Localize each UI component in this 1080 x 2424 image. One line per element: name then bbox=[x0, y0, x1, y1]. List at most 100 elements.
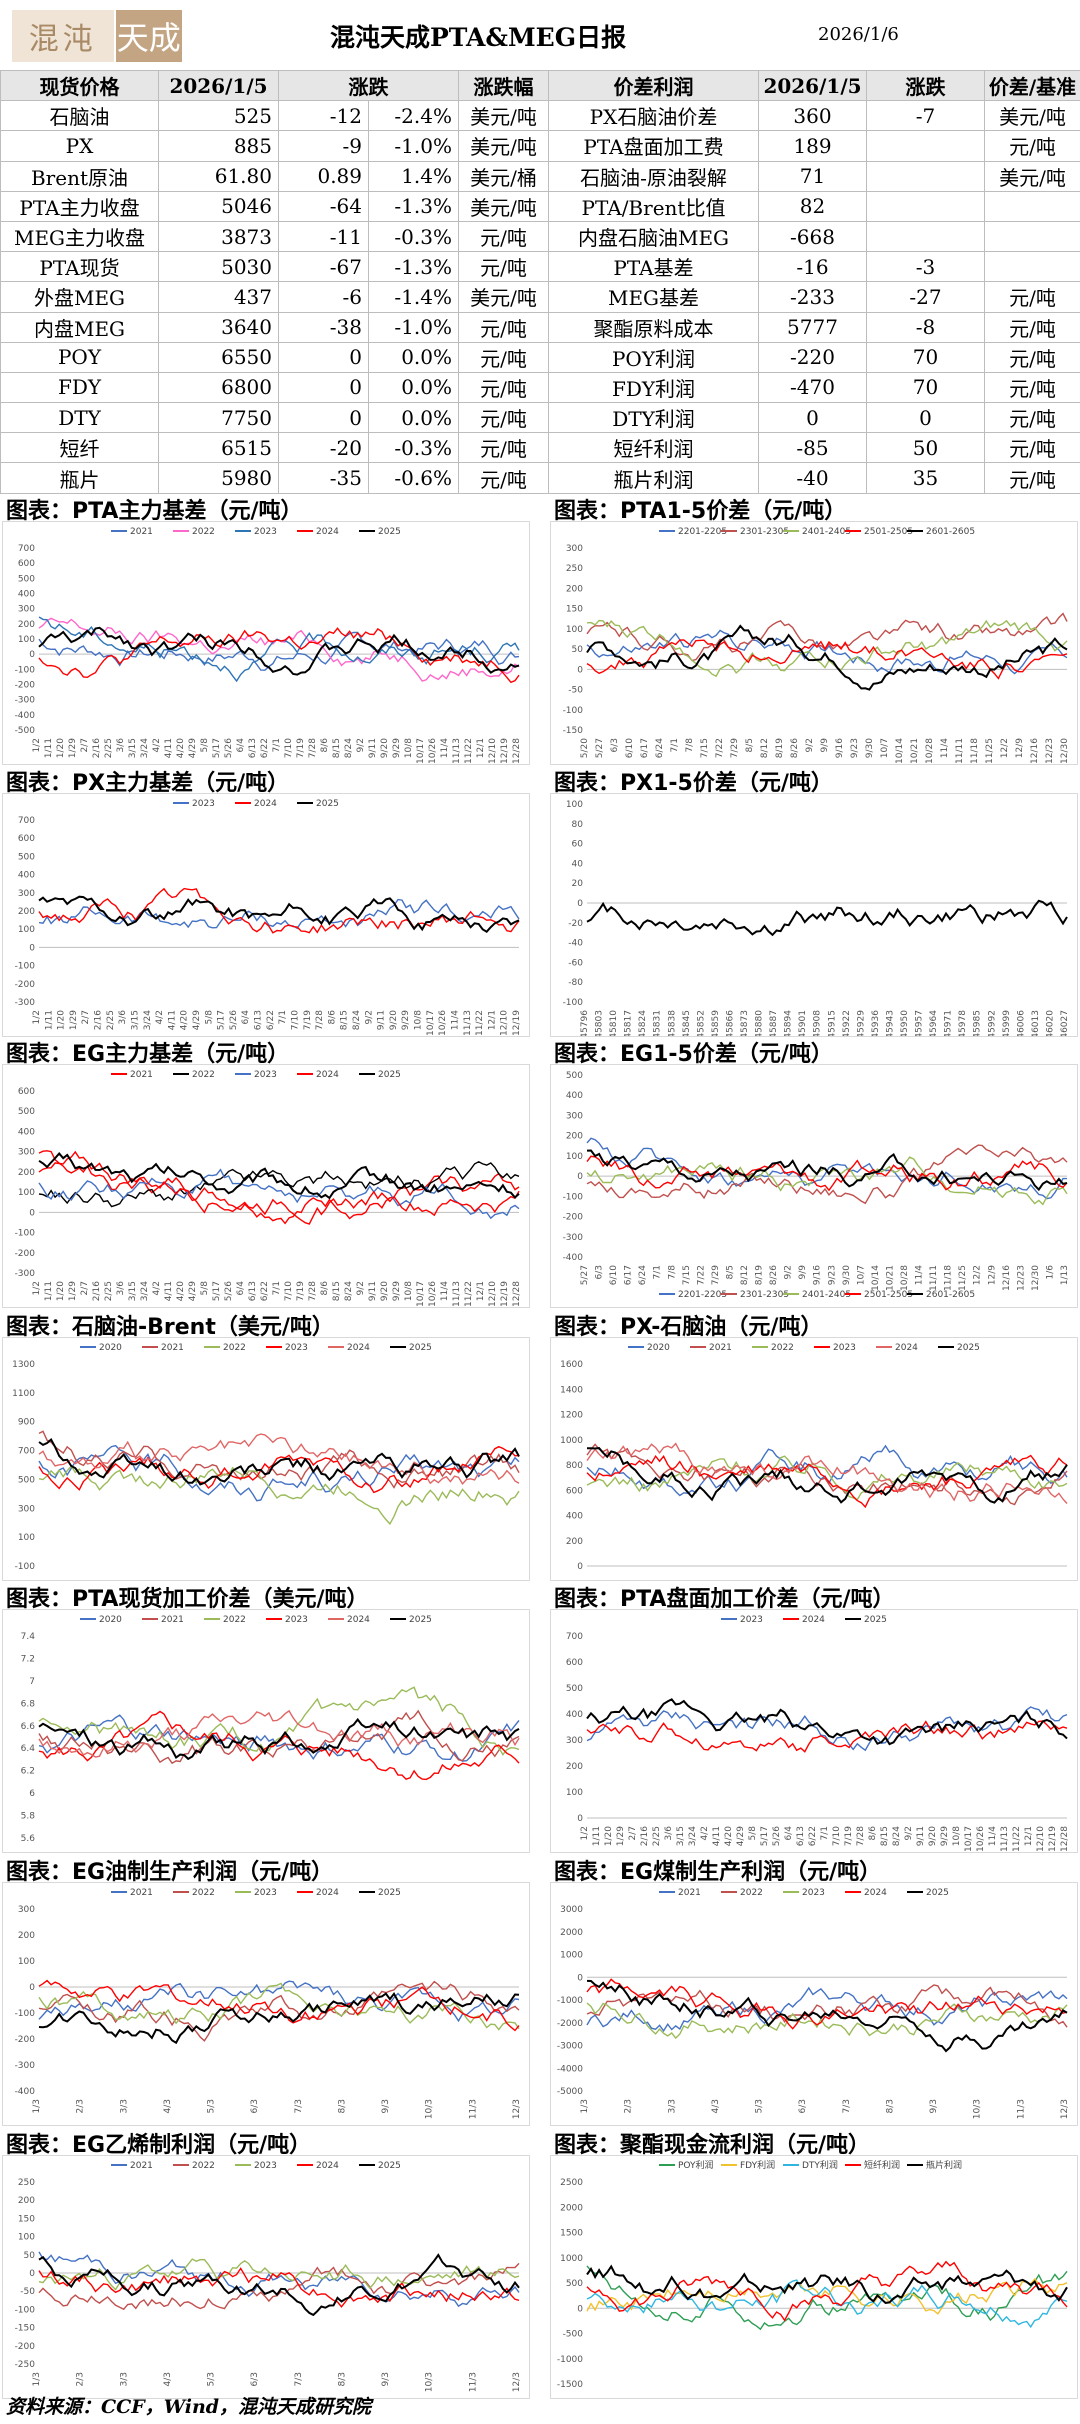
report-header: 混沌 天成 混沌天成PTA&MEG日报 2026/1/6 bbox=[0, 0, 1080, 70]
table-cell: 元/吨 bbox=[984, 281, 1080, 313]
chart-title: 图表：PTA主力基差（元/吨） bbox=[6, 499, 303, 524]
table-cell: 美元/吨 bbox=[458, 130, 549, 162]
legend-label: 2023 bbox=[285, 1615, 308, 1625]
x-tick-label: 1/20 bbox=[604, 1826, 614, 1846]
legend-label: 2601-2605 bbox=[926, 1290, 975, 1300]
y-tick-label: 0 bbox=[577, 1814, 583, 1824]
table-cell: 5777 bbox=[758, 311, 867, 343]
table-cell: 35 bbox=[866, 462, 985, 494]
legend-label: 2020 bbox=[647, 1343, 670, 1353]
table-cell: 元/吨 bbox=[458, 462, 549, 494]
x-tick-label: 45915 bbox=[827, 1010, 837, 1036]
x-tick-label: 7/29 bbox=[711, 1265, 721, 1285]
table-cell: 189 bbox=[758, 130, 867, 162]
x-tick-label: 8/5 bbox=[725, 1265, 735, 1279]
x-tick-label: 6/4 bbox=[236, 1281, 246, 1296]
x-tick-label: 6/17 bbox=[624, 1265, 634, 1285]
table-cell: DTY bbox=[0, 402, 159, 434]
x-tick-label: 45894 bbox=[784, 1010, 794, 1036]
legend-label: 2025 bbox=[409, 1615, 432, 1625]
company-logo: 混沌 天成 bbox=[12, 8, 182, 64]
line-chart: 2020 2021 2022 2023 2024 2025 7.4 7.2 7 6.8 6.6 6.4… bbox=[2, 1609, 530, 1853]
table-cell: 外盘MEG bbox=[0, 281, 159, 313]
legend-label: 2024 bbox=[864, 1888, 887, 1898]
table-cell: -7 bbox=[866, 100, 985, 132]
x-tick-label: 4/11 bbox=[164, 738, 174, 758]
series-line bbox=[38, 1709, 520, 1765]
x-tick-label: 7/8 bbox=[667, 1265, 677, 1280]
x-tick-label: 12/23 bbox=[1045, 738, 1055, 764]
x-tick-label: 6/24 bbox=[638, 1265, 648, 1285]
x-tick-label: 46020 bbox=[1045, 1010, 1055, 1036]
series-line bbox=[586, 2264, 1068, 2304]
x-tick-label: 6/10 bbox=[609, 1265, 619, 1285]
x-tick-label: 6/13 bbox=[796, 1826, 806, 1846]
x-tick-label: 3/3 bbox=[667, 2099, 677, 2113]
x-tick-label: 10/8 bbox=[404, 1281, 414, 1301]
x-tick-label: 10/17 bbox=[416, 1281, 426, 1307]
legend-label: 2501-2505 bbox=[864, 527, 913, 537]
table-cell: 元/吨 bbox=[458, 251, 549, 283]
x-tick-label: 11/3 bbox=[468, 2372, 478, 2392]
y-tick-label: 0 bbox=[577, 1562, 583, 1572]
x-tick-label: 7/10 bbox=[832, 1826, 842, 1846]
x-tick-label: 5/26 bbox=[224, 738, 234, 758]
y-tick-label: 2000 bbox=[560, 2203, 583, 2213]
table-cell: -67 bbox=[278, 251, 369, 283]
x-tick-label: 4/3 bbox=[711, 2099, 721, 2113]
x-tick-label: 45831 bbox=[653, 1010, 663, 1036]
chart-title: 图表：EG油制生产利润（元/吨） bbox=[6, 1860, 334, 1885]
table-cell: 元/吨 bbox=[984, 402, 1080, 434]
series-line bbox=[586, 1979, 1068, 2053]
x-tick-label: 11/13 bbox=[452, 738, 462, 764]
x-tick-label: 5/26 bbox=[229, 1010, 239, 1030]
x-tick-label: 7/28 bbox=[856, 1826, 866, 1846]
x-tick-label: 12/10 bbox=[488, 1281, 498, 1307]
y-tick-label: -100 bbox=[15, 2009, 36, 2019]
x-tick-label: 7/29 bbox=[730, 738, 740, 758]
chart-title: 图表：EG乙烯制利润（元/吨） bbox=[6, 2133, 312, 2158]
series-line bbox=[586, 2002, 1068, 2040]
y-tick-label: 0 bbox=[577, 1973, 583, 1983]
series-line bbox=[38, 2262, 520, 2311]
chart-svg: 2021 2022 2023 2024 2025 300 200 100 0 -100 -200 -3… bbox=[15, 1888, 522, 2119]
y-tick-label: 0 bbox=[29, 2269, 35, 2279]
x-tick-label: 10/26 bbox=[428, 1281, 438, 1307]
x-tick-label: 9/2 bbox=[356, 738, 366, 752]
y-tick-label: 500 bbox=[18, 1475, 35, 1485]
y-tick-label: 400 bbox=[18, 1127, 35, 1137]
y-tick-label: 200 bbox=[18, 1168, 35, 1178]
x-tick-label: 2/3 bbox=[624, 2099, 634, 2113]
table-cell: 0 bbox=[866, 402, 985, 434]
chart-svg: 2021 2022 2023 2024 2025 600 500 400 300 200 100 0 -… bbox=[15, 1070, 522, 1307]
x-tick-label: 3/24 bbox=[140, 1281, 150, 1301]
legend-label: 2025 bbox=[926, 1888, 949, 1898]
series-line bbox=[38, 626, 520, 676]
y-tick-label: -200 bbox=[15, 2035, 36, 2045]
x-tick-label: 10/7 bbox=[856, 1265, 866, 1285]
x-tick-label: 45936 bbox=[871, 1010, 881, 1036]
legend-label: 2022 bbox=[192, 1888, 215, 1898]
x-tick-label: 6/4 bbox=[241, 1010, 251, 1025]
x-tick-label: 6/3 bbox=[250, 2372, 260, 2386]
legend-label: 2020 bbox=[99, 1343, 122, 1353]
x-tick-label: 2/25 bbox=[652, 1826, 662, 1846]
y-tick-label: 200 bbox=[566, 1537, 583, 1547]
col-header: 2026/1/5 bbox=[158, 69, 279, 102]
x-tick-label: 5/27 bbox=[580, 1265, 590, 1285]
y-tick-label: -300 bbox=[563, 1233, 584, 1243]
y-tick-label: -100 bbox=[15, 962, 36, 972]
series-line bbox=[586, 1455, 1068, 1501]
table-row: MEG主力收盘 3873 -11 -0.3% 元/吨 内盘石脑油MEG -668 bbox=[0, 220, 1080, 253]
legend-label: 2024 bbox=[802, 1615, 825, 1625]
legend-label: 2021 bbox=[161, 1343, 184, 1353]
y-tick-label: 60 bbox=[572, 840, 584, 850]
x-tick-label: 10/14 bbox=[871, 1265, 881, 1291]
x-tick-label: 1/20 bbox=[56, 1281, 66, 1301]
x-tick-label: 4/2 bbox=[152, 738, 162, 752]
series-line bbox=[38, 898, 520, 930]
x-tick-label: 10/8 bbox=[414, 1010, 424, 1030]
table-cell: PTA主力收盘 bbox=[0, 190, 159, 222]
x-tick-label: 8/15 bbox=[332, 1281, 342, 1301]
x-tick-label: 8/26 bbox=[790, 738, 800, 758]
